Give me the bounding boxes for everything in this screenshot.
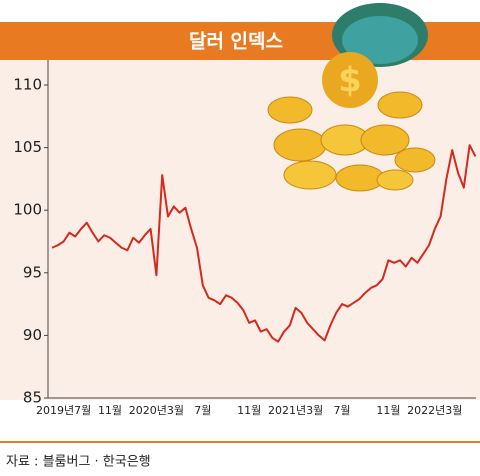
x-tick-label: 11월 xyxy=(237,404,261,417)
x-tick-label: 2022년3월 xyxy=(407,404,462,417)
x-tick-label: 11월 xyxy=(98,404,122,417)
coins-illustration: $ xyxy=(267,3,436,192)
y-tick-label: 100 xyxy=(13,201,42,219)
y-tick-label: 95 xyxy=(23,263,42,281)
x-tick-label: 7월 xyxy=(194,404,211,417)
y-tick-label: 90 xyxy=(23,326,42,344)
y-tick-label: 105 xyxy=(13,138,42,156)
data-line xyxy=(51,144,477,343)
x-tick-label: 2020년3월 xyxy=(129,404,184,417)
x-tick-label: 2019년7월 xyxy=(36,404,91,417)
svg-text:$: $ xyxy=(338,61,362,101)
x-tick-label: 11월 xyxy=(376,404,400,417)
chart-title: 달러 인덱스 xyxy=(189,31,283,53)
source-note: 자료 : 블룸버그 · 한국은행 xyxy=(6,454,151,470)
y-tick-label: 85 xyxy=(23,389,42,407)
x-tick-label: 2021년3월 xyxy=(268,404,323,417)
x-tick-label: 7월 xyxy=(333,404,350,417)
y-tick-label: 110 xyxy=(13,76,42,94)
